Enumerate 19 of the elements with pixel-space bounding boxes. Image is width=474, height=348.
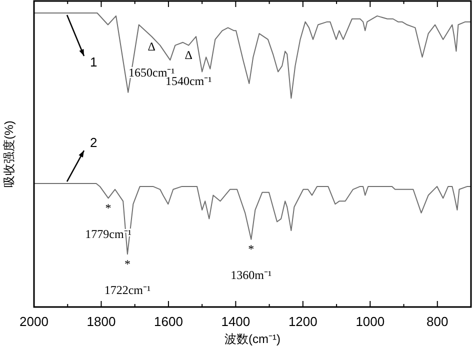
annotation: 1540cm⁻¹ bbox=[166, 74, 212, 88]
x-tick-label: 1200 bbox=[288, 314, 318, 329]
x-tick-label: 2000 bbox=[20, 314, 48, 329]
series-label: 1 bbox=[90, 54, 98, 70]
annotation: * bbox=[248, 242, 254, 256]
x-tick-label: 800 bbox=[426, 314, 448, 329]
x-tick-label: 1000 bbox=[356, 314, 385, 329]
annotation: Δ bbox=[184, 48, 193, 62]
y-axis-title: 吸收强度(%) bbox=[2, 120, 16, 188]
annotation: 1360m⁻¹ bbox=[230, 268, 272, 282]
annotation: 1722cm⁻¹ bbox=[104, 282, 151, 297]
x-tick-label: 1600 bbox=[154, 314, 183, 329]
x-tick-label: 1400 bbox=[221, 314, 250, 329]
x-tick-label: 1800 bbox=[86, 314, 116, 329]
text: 2 bbox=[90, 134, 98, 150]
x-axis-title: 波数(cm⁻¹) bbox=[224, 332, 280, 346]
annotation: * bbox=[105, 200, 112, 215]
annotation: Δ bbox=[148, 39, 156, 54]
annotation: * bbox=[124, 256, 130, 271]
